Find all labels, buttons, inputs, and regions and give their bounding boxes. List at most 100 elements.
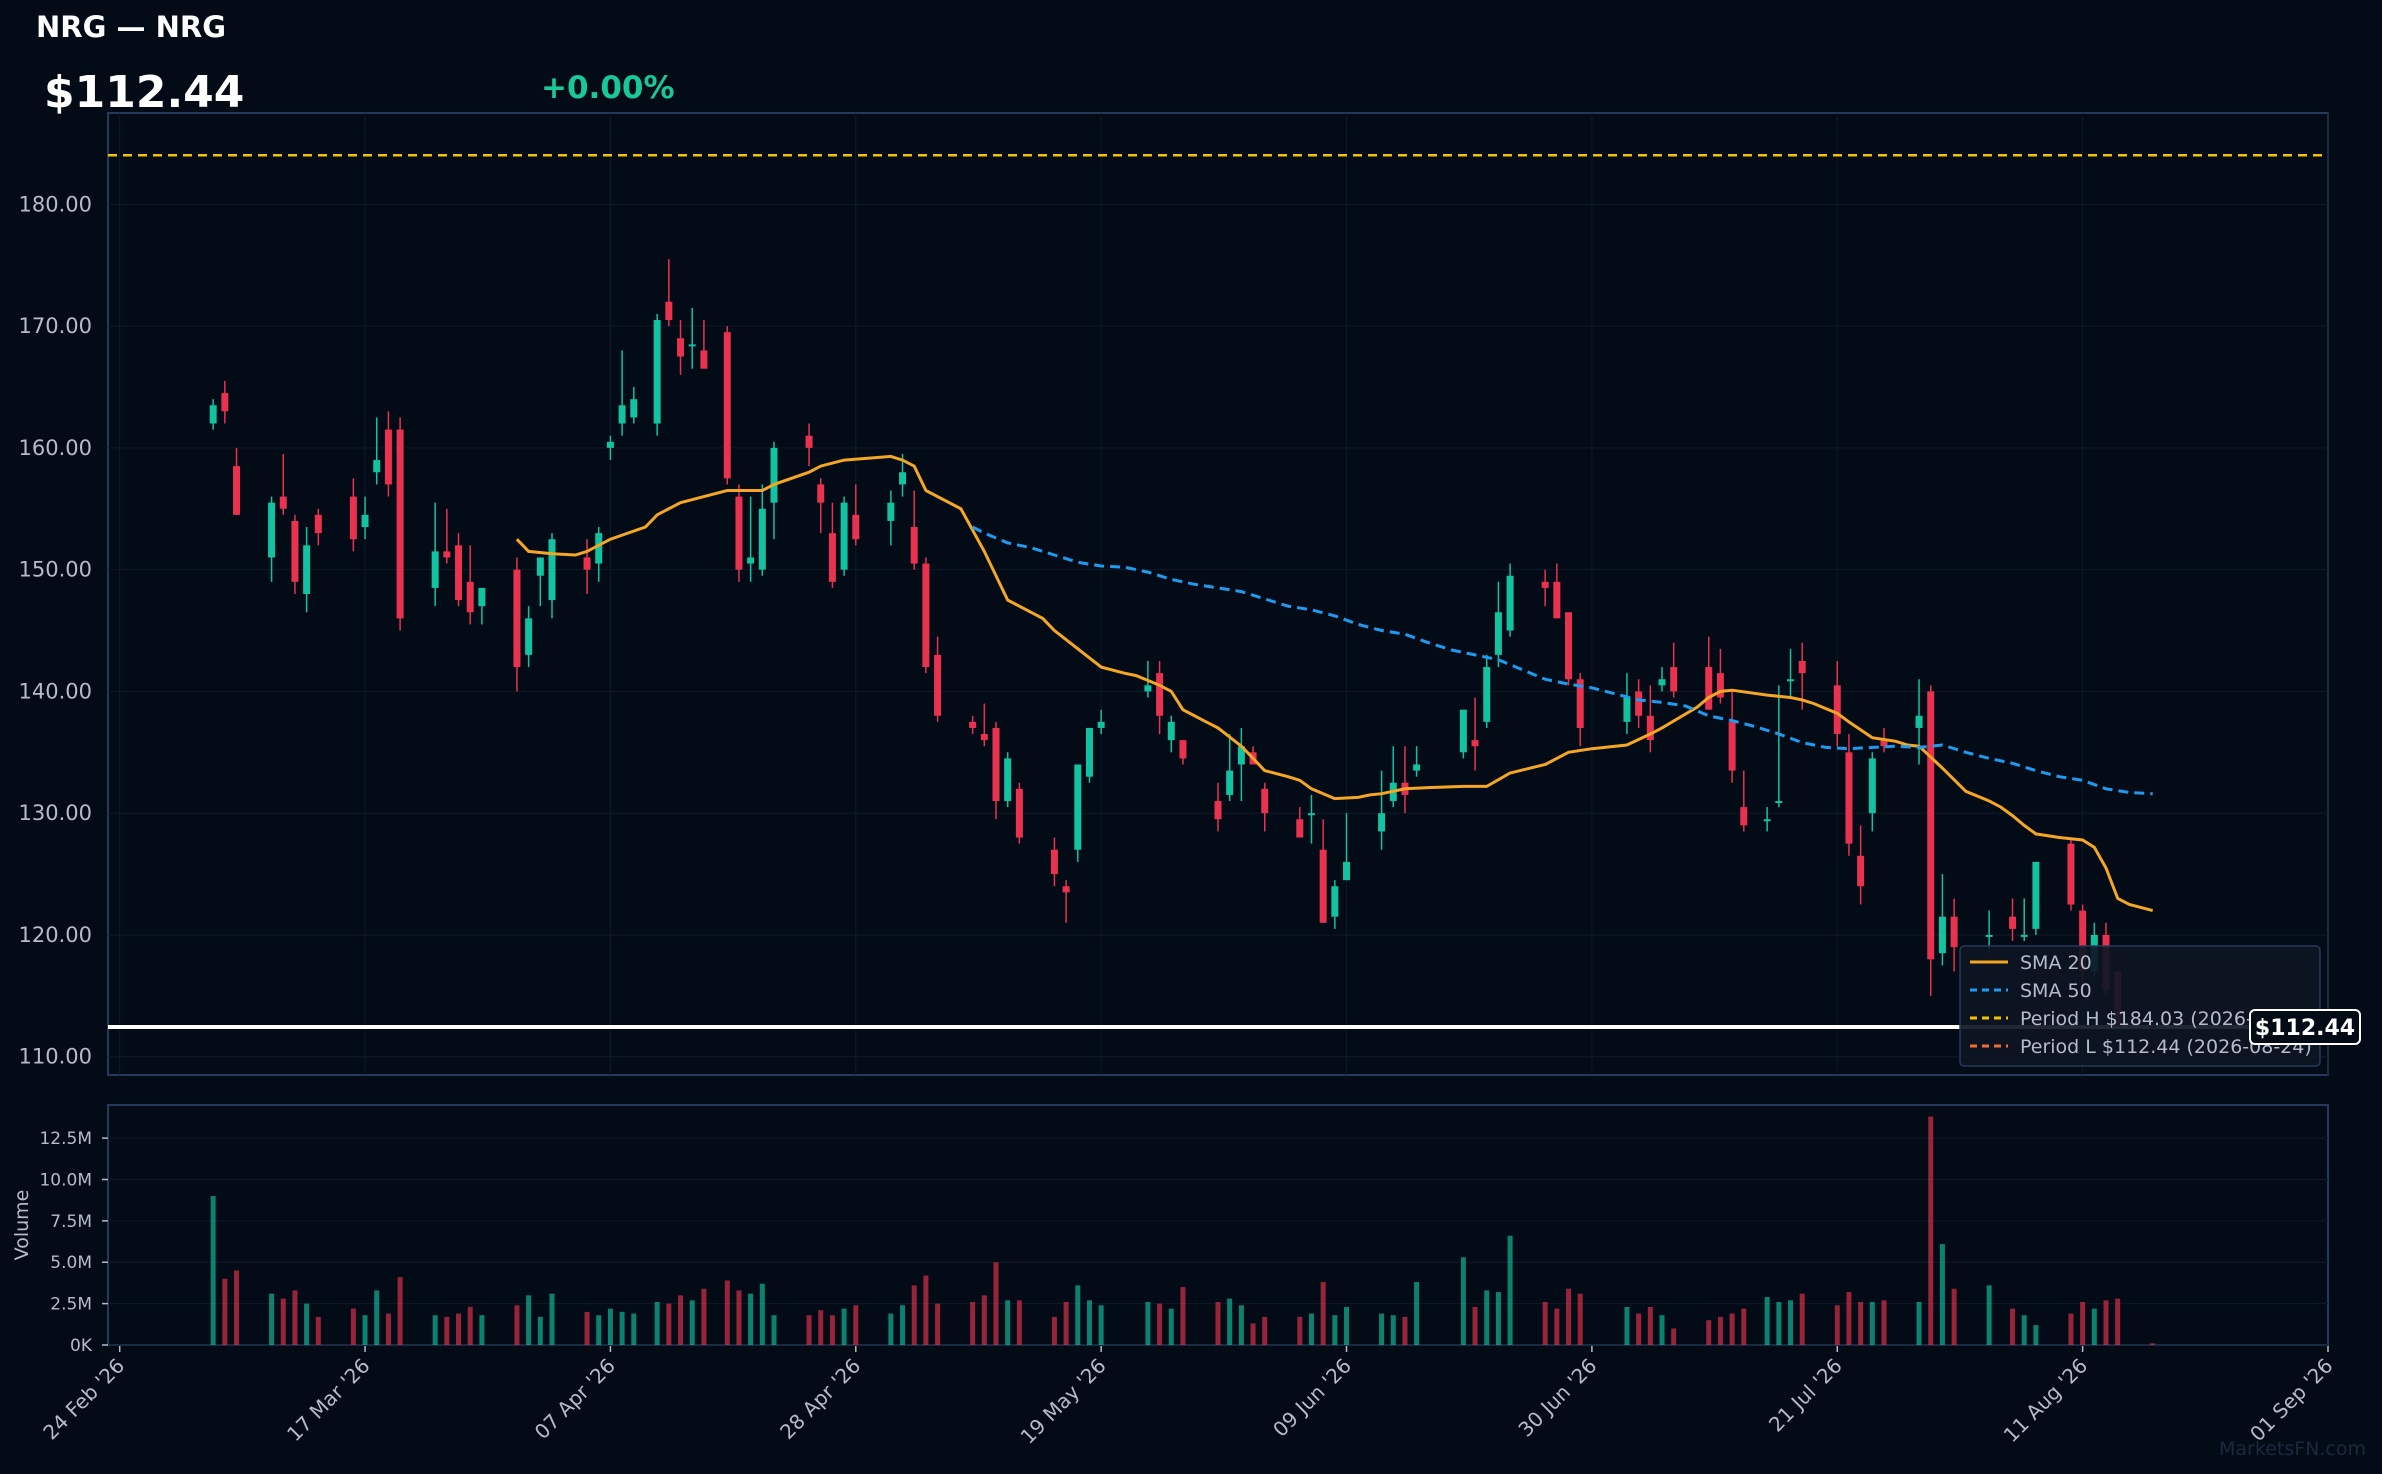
volume-bar: [222, 1278, 228, 1345]
candle-body: [303, 545, 311, 594]
volume-bar: [1262, 1316, 1268, 1345]
candle-body: [396, 429, 404, 619]
volume-bar: [619, 1311, 625, 1345]
candle-body: [969, 721, 977, 728]
candle-body: [221, 393, 229, 412]
candle-body: [1845, 752, 1853, 844]
volume-bar: [1215, 1301, 1221, 1345]
volume-bar: [806, 1315, 812, 1345]
volume-bar: [1075, 1285, 1081, 1345]
candle-body: [618, 405, 626, 424]
volume-bar: [678, 1295, 684, 1345]
volume-bar: [1472, 1306, 1478, 1345]
candle-body: [1635, 691, 1643, 716]
candle-body: [1483, 667, 1491, 722]
candle-body: [653, 320, 661, 424]
volume-bar: [2080, 1301, 2086, 1345]
volume-bar: [1706, 1320, 1712, 1345]
volume-bar: [1332, 1315, 1338, 1345]
candle-body: [910, 527, 918, 564]
candle-body: [349, 496, 357, 540]
candle-body: [1787, 679, 1795, 682]
volume-bar: [1157, 1303, 1163, 1345]
volume-bar: [549, 1293, 555, 1345]
candle-body: [525, 618, 533, 655]
volume-bar: [210, 1196, 216, 1345]
volume-bar: [432, 1315, 438, 1345]
volume-bar: [1168, 1308, 1174, 1345]
candle-body: [1156, 673, 1164, 716]
x-tick-labels: 24 Feb '26 17 Mar '26 07 Apr '26 28 Apr '26…: [38, 1354, 2337, 1449]
volume-bar: [771, 1315, 777, 1345]
legend-label: SMA 50: [2020, 980, 2092, 1002]
legend-label: Period L $112.44 (2026-08-24): [2020, 1036, 2312, 1058]
y-tick-label: 140.00: [19, 679, 92, 703]
candle-body: [1623, 697, 1631, 722]
volume-bar: [304, 1303, 310, 1345]
candle-body: [840, 502, 848, 570]
volume-bar: [1671, 1328, 1677, 1345]
volume-bar: [1379, 1313, 1385, 1345]
volume-bar: [724, 1280, 730, 1345]
volume-bar: [1846, 1292, 1852, 1345]
candle-body: [1868, 758, 1876, 814]
volume-bar: [1834, 1305, 1840, 1345]
volume-bar: [1495, 1292, 1501, 1345]
candle-body: [1074, 764, 1082, 850]
candle-body: [1331, 886, 1339, 917]
volume-bar: [888, 1313, 894, 1345]
volume-bar: [2150, 1343, 2156, 1345]
candle-body: [922, 563, 930, 668]
volume-bar: [444, 1316, 450, 1345]
volume-bar: [1986, 1285, 1992, 1345]
candle-body: [431, 551, 439, 588]
candle-body: [770, 447, 778, 503]
sma50-line: [971, 525, 2153, 796]
volume-bar: [2091, 1308, 2097, 1345]
candle-body: [1296, 819, 1304, 838]
candle-body: [1541, 581, 1549, 588]
y-tick-labels: 180.00 170.00 160.00 150.00 140.00 130.00 120.…: [19, 192, 92, 1068]
volume-bar: [1051, 1316, 1057, 1345]
last-price-tag-text: $112.44: [2255, 1016, 2355, 1041]
volume-bar: [1145, 1301, 1151, 1345]
candle-body: [805, 435, 813, 448]
volume-tick-label: 2.5M: [50, 1295, 92, 1315]
volume-bar: [1636, 1313, 1642, 1345]
candle-body: [548, 539, 556, 601]
candle-body: [279, 496, 287, 509]
y-tick-label: 130.00: [19, 801, 92, 825]
volume-bar: [2115, 1298, 2121, 1345]
candle-body: [1833, 685, 1841, 735]
candle-body: [606, 441, 614, 448]
candle-body: [1763, 819, 1771, 822]
volume-bar: [514, 1305, 520, 1345]
volume-bar: [1460, 1257, 1466, 1345]
candle-body: [1085, 727, 1093, 777]
candle-body: [1716, 673, 1724, 698]
volume-tick-label: 7.5M: [50, 1212, 92, 1232]
candle-body: [373, 460, 381, 473]
volume-tick-label: 10.0M: [39, 1170, 92, 1190]
volume-bar: [350, 1308, 356, 1345]
candle-body: [1705, 667, 1713, 710]
candle-body: [1015, 788, 1023, 838]
volume-bar: [970, 1301, 976, 1345]
y-tick-label: 120.00: [19, 923, 92, 947]
last-price-tag: $112.44: [2249, 1009, 2361, 1045]
volume-bar: [1717, 1316, 1723, 1345]
candle-body: [1798, 660, 1806, 674]
volume-bar: [1484, 1290, 1490, 1345]
candle-body: [478, 587, 486, 607]
candle-body: [443, 551, 451, 558]
volume-bar: [911, 1285, 917, 1345]
volume-bar: [631, 1313, 637, 1345]
volume-bar: [841, 1308, 847, 1345]
volume-bar: [923, 1275, 929, 1345]
volume-bar: [1881, 1300, 1887, 1345]
candle-body: [536, 557, 544, 576]
candle-body: [209, 405, 217, 424]
watermark: MarketsFN.com: [2219, 1438, 2366, 1460]
volume-bar: [935, 1303, 941, 1345]
candle-body: [1938, 916, 1946, 954]
